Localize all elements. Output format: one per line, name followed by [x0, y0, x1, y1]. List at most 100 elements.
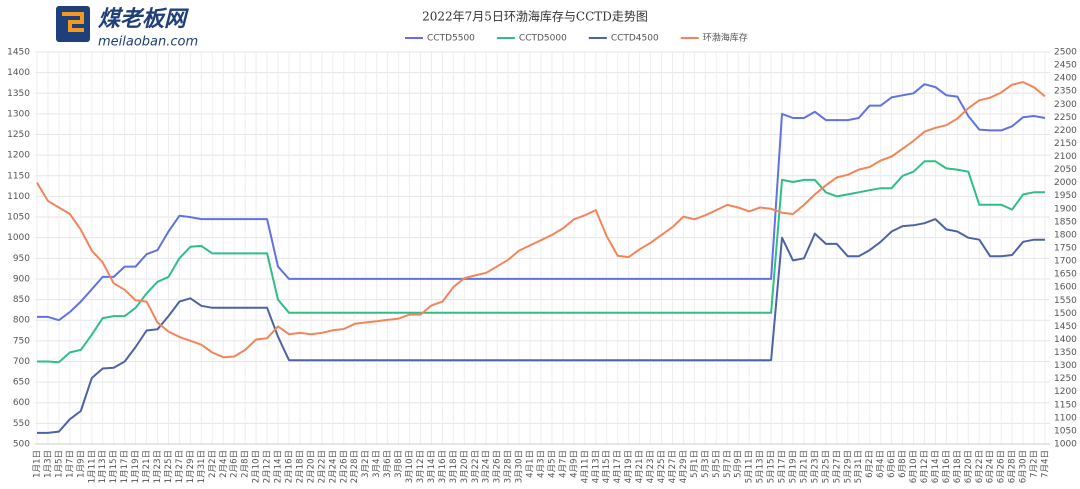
x-tick-label: 5月17日 [778, 450, 788, 483]
x-tick-label: 6月6日 [887, 450, 897, 478]
x-tick-label: 5月11日 [745, 450, 755, 483]
y2-tick-label: 2300 [1054, 100, 1077, 110]
legend-label: CCTD5000 [519, 34, 567, 44]
x-tick-label: 1月7日 [65, 450, 75, 478]
x-tick-label: 7月2日 [1030, 450, 1040, 478]
x-tick-label: 4月3日 [537, 450, 547, 478]
x-tick-label: 6月20日 [964, 450, 974, 483]
y-tick-label: 950 [13, 254, 30, 264]
x-tick-label: 3月8日 [394, 450, 404, 478]
x-tick-label: 5月1日 [690, 450, 700, 478]
y-tick-label: 1450 [7, 48, 30, 58]
y2-tick-label: 1600 [1054, 283, 1077, 293]
x-tick-label: 2月16日 [285, 450, 295, 483]
x-tick-label: 6月18日 [953, 450, 963, 483]
x-tick-label: 3月26日 [493, 450, 503, 483]
y2-tick-label: 1950 [1054, 191, 1077, 201]
y-tick-label: 500 [13, 440, 30, 450]
logo-icon-mark [62, 12, 84, 32]
y-tick-label: 800 [13, 316, 30, 326]
x-tick-label: 3月28日 [504, 450, 514, 483]
x-tick-label: 2月26日 [339, 450, 349, 483]
x-tick-label: 3月6日 [383, 450, 393, 478]
x-tick-label: 4月15日 [602, 450, 612, 483]
y-tick-label: 600 [13, 398, 30, 408]
x-tick-label: 2月20日 [306, 450, 316, 483]
y-tick-label: 1100 [7, 192, 30, 202]
y2-tick-label: 1300 [1054, 361, 1077, 371]
x-tick-label: 4月23日 [646, 450, 656, 483]
x-tick-label: 4月13日 [591, 450, 601, 483]
x-tick-label: 1月3日 [43, 450, 53, 478]
x-tick-label: 3月22日 [471, 450, 481, 483]
x-tick-label: 6月16日 [942, 450, 952, 483]
x-tick-label: 5月7日 [723, 450, 733, 478]
x-tick-label: 1月19日 [131, 450, 141, 483]
y2-tick-label: 2150 [1054, 139, 1077, 149]
y2-tick-label: 1800 [1054, 230, 1077, 240]
x-tick-label: 1月11日 [87, 450, 97, 483]
y2-tick-label: 1900 [1054, 204, 1077, 214]
x-tick-label: 2月28日 [350, 450, 360, 483]
y-tick-label: 900 [13, 274, 30, 284]
y2-tick-label: 1000 [1054, 440, 1077, 450]
legend-label: 环渤海库存 [703, 32, 748, 44]
y-tick-label: 1200 [7, 151, 30, 161]
x-tick-label: 3月20日 [460, 450, 470, 483]
x-tick-label: 3月10日 [405, 450, 415, 483]
y-tick-label: 750 [13, 336, 30, 346]
x-tick-label: 1月25日 [164, 450, 174, 483]
y-tick-label: 1350 [7, 89, 30, 99]
x-tick-label: 1月21日 [142, 450, 152, 483]
x-tick-label: 1月9日 [76, 450, 86, 478]
series-line [36, 81, 1046, 359]
x-tick-label: 6月10日 [909, 450, 919, 483]
y2-tick-label: 1850 [1054, 217, 1077, 227]
series-line [37, 83, 1046, 322]
x-tick-label: 4月1日 [526, 450, 536, 478]
x-tick-label: 6月4日 [876, 450, 886, 478]
x-tick-label: 4月7日 [558, 450, 568, 478]
x-tick-label: 2月12日 [263, 450, 273, 483]
y2-tick-label: 2250 [1054, 113, 1077, 123]
x-tick-label: 5月5日 [712, 450, 722, 478]
x-tick-label: 3月24日 [482, 450, 492, 483]
y2-tick-label: 1100 [1054, 413, 1077, 423]
x-tick-label: 3月30日 [515, 450, 525, 483]
y-tick-label: 650 [13, 378, 30, 388]
y2-tick-label: 1750 [1054, 244, 1077, 254]
y2-tick-label: 2450 [1054, 61, 1077, 71]
x-tick-label: 2月18日 [295, 450, 305, 483]
y-tick-label: 1050 [7, 213, 30, 223]
x-tick-label: 3月18日 [449, 450, 459, 483]
x-tick-label: 1月1日 [33, 450, 43, 478]
x-tick-label: 1月27日 [175, 450, 185, 483]
y-tick-label: 1300 [7, 109, 30, 119]
logo-name: 煤老板网 [98, 7, 189, 32]
x-tick-label: 3月4日 [372, 450, 382, 478]
y2-tick-label: 1500 [1054, 309, 1077, 319]
x-tick-label: 2月8日 [241, 450, 251, 478]
x-tick-label: 1月23日 [153, 450, 163, 483]
series-line [37, 218, 1045, 434]
x-tick-label: 3月14日 [427, 450, 437, 483]
y2-tick-label: 1350 [1054, 348, 1077, 358]
y2-tick-label: 1050 [1054, 426, 1077, 436]
x-tick-label: 2月22日 [317, 450, 327, 483]
x-tick-label: 2月4日 [219, 450, 229, 478]
y2-tick-label: 1450 [1054, 322, 1077, 332]
x-tick-label: 2月24日 [328, 450, 338, 483]
y2-tick-label: 2100 [1054, 152, 1077, 162]
y2-tick-label: 1700 [1054, 257, 1077, 267]
y2-tick-label: 1400 [1054, 335, 1077, 345]
y-tick-label: 550 [13, 419, 30, 429]
x-tick-label: 4月19日 [624, 450, 634, 483]
x-tick-label: 4月11日 [580, 450, 590, 483]
logo: 煤老板网 meilaoban.com [56, 6, 198, 50]
legend-label: CCTD5500 [427, 34, 475, 44]
x-tick-label: 4月5日 [547, 450, 557, 478]
x-tick-label: 5月19日 [789, 450, 799, 483]
y2-tick-label: 2050 [1054, 165, 1077, 175]
x-tick-label: 5月13日 [756, 450, 766, 483]
